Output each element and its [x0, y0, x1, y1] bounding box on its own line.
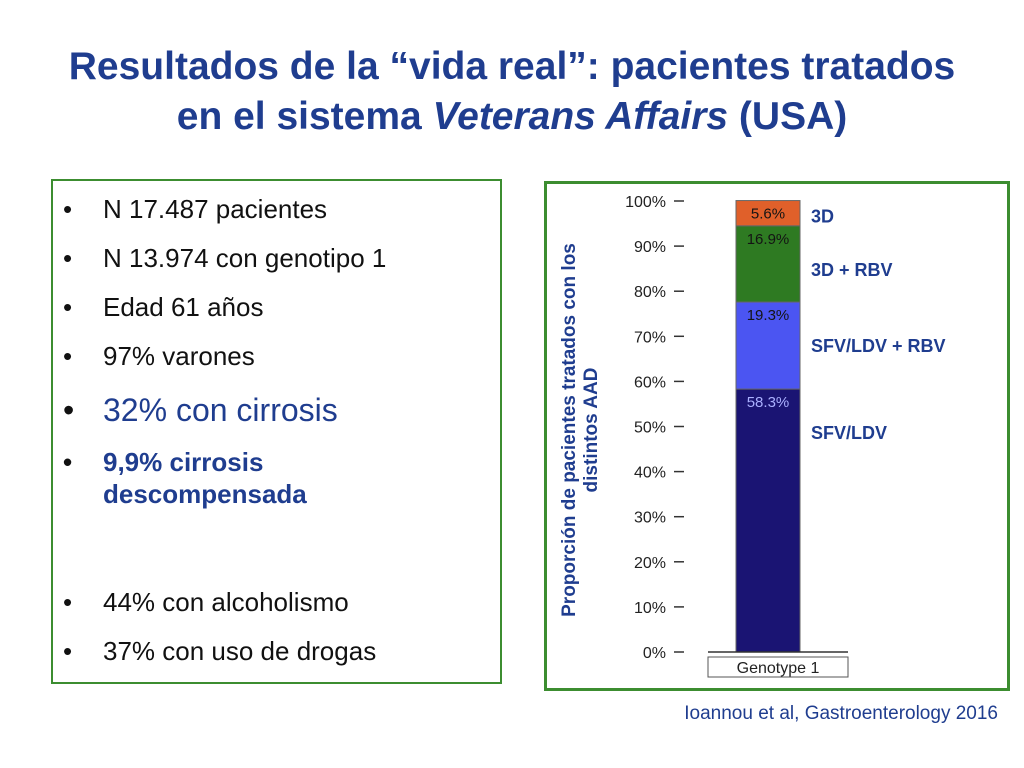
patient-summary-box: N 17.487 pacientes N 13.974 con genotipo…: [51, 179, 502, 684]
bar-segment-label: 19.3%: [747, 307, 790, 324]
slide-title: Resultados de la “vida real”: pacientes …: [20, 42, 1004, 142]
bar-segment-label: 58.3%: [747, 394, 790, 411]
bullet-drug-use: 37% con uso de drogas: [63, 635, 376, 667]
y-tick-label: 0%: [643, 645, 666, 662]
bullet-male: 97% varones: [63, 340, 255, 372]
x-category-box: [707, 656, 849, 678]
y-tick-label: 30%: [634, 510, 666, 527]
bar-segment-labels: 58.3% 19.3% 16.9% 5.6%: [747, 206, 790, 412]
series-name-label: 3D: [811, 207, 834, 227]
title-line-1: Resultados de la “vida real”: pacientes …: [68, 45, 956, 88]
bullet-age: Edad 61 años: [63, 291, 264, 323]
y-axis-label-wrap: Proporción de pacientes tratados con los…: [550, 180, 612, 680]
x-axis: Genotype 1: [707, 651, 849, 678]
title-line-2-italic: Veterans Affairs: [432, 95, 729, 138]
title-line-2-suffix: (USA): [728, 95, 848, 138]
y-tick-label: 20%: [634, 555, 666, 572]
bullet-decompensated-cirrhosis: 9,9% cirrosis descompensada: [63, 446, 403, 510]
bar-segment-label: 16.9%: [747, 231, 790, 248]
x-category-label: Genotype 1: [737, 660, 820, 677]
series-name-label: SFV/LDV: [811, 423, 887, 443]
y-tick-label: 80%: [634, 284, 666, 301]
title-line-2-prefix: en el sistema: [176, 95, 433, 138]
y-tick-label: 10%: [634, 600, 666, 617]
bar-segment-label: 5.6%: [751, 206, 785, 223]
chart-frame: [544, 181, 1010, 691]
bar-segment: [735, 388, 801, 653]
series-name-label: 3D + RBV: [811, 260, 893, 280]
bar-segment: [735, 200, 801, 227]
y-tick-label: 40%: [634, 465, 666, 482]
bullet-alcoholism: 44% con alcoholismo: [63, 586, 349, 618]
source-citation: Ioannou et al, Gastroenterology 2016: [684, 703, 998, 724]
y-tick-label: 70%: [634, 329, 666, 346]
y-tick-label: 90%: [634, 239, 666, 256]
y-ticks: 0% 10% 20% 30% 40% 50% 60% 70% 80% 90% 100%: [625, 194, 684, 662]
y-tick-label: 50%: [634, 420, 666, 437]
bar-segment: [735, 225, 801, 303]
bar-segments: [735, 200, 801, 653]
bullet-cirrhosis: 32% con cirrosis: [63, 391, 338, 429]
title-line-2: en el sistema Veterans Affairs (USA): [20, 92, 1004, 142]
bullet-genotype-1: N 13.974 con genotipo 1: [63, 242, 386, 274]
series-labels: SFV/LDV SFV/LDV + RBV 3D + RBV 3D: [811, 207, 946, 444]
y-tick-label: 100%: [625, 194, 666, 211]
bullet-total-patients: N 17.487 pacientes: [63, 193, 327, 225]
y-tick-label: 60%: [634, 374, 666, 391]
series-name-label: SFV/LDV + RBV: [811, 336, 946, 356]
stacked-bar-chart: 0% 10% 20% 30% 40% 50% 60% 70% 80% 90% 100% 58.3% 1…: [625, 194, 946, 678]
y-axis-label: Proporción de pacientes tratados con los…: [559, 243, 602, 617]
